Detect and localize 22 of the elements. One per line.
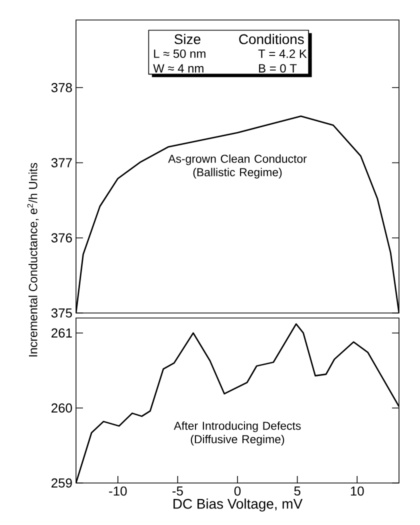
x-tick-label: -10 xyxy=(109,486,127,496)
x-tick-label: 10 xyxy=(350,486,364,496)
x-tick-label: 0 xyxy=(234,486,241,496)
annotation: Conditions xyxy=(239,34,304,44)
y-tick-label: 259 xyxy=(52,478,72,488)
y-tick-label: 375 xyxy=(51,308,72,318)
x-tick-label: 5 xyxy=(294,486,300,496)
x-tick-label: -5 xyxy=(172,486,183,496)
y-tick-label: 377 xyxy=(51,158,72,168)
annotation: B = 0 T xyxy=(259,64,297,73)
annotation: Size xyxy=(174,34,200,44)
y-tick-label: 260 xyxy=(52,403,72,413)
y-tick-label: 378 xyxy=(51,83,72,92)
y-tick-label: 261 xyxy=(52,328,72,338)
text: After Introducing Defects (Diffusive Regime) xyxy=(174,421,301,446)
annotation: W ≈ 4 nm xyxy=(153,64,204,72)
x-axis-title: DC Bias Voltage, mV xyxy=(174,498,303,512)
y-axis-title: Incremental Conductance, e$^{2}$/h Units xyxy=(27,162,39,356)
y-tick-label: 376 xyxy=(51,233,72,242)
series-label: As-grown Clean Conductor (Ballistic Regime) xyxy=(168,154,307,179)
annotation: L ≈ 50 nm xyxy=(154,49,206,58)
annotation: T = 4.2 K xyxy=(258,50,307,58)
